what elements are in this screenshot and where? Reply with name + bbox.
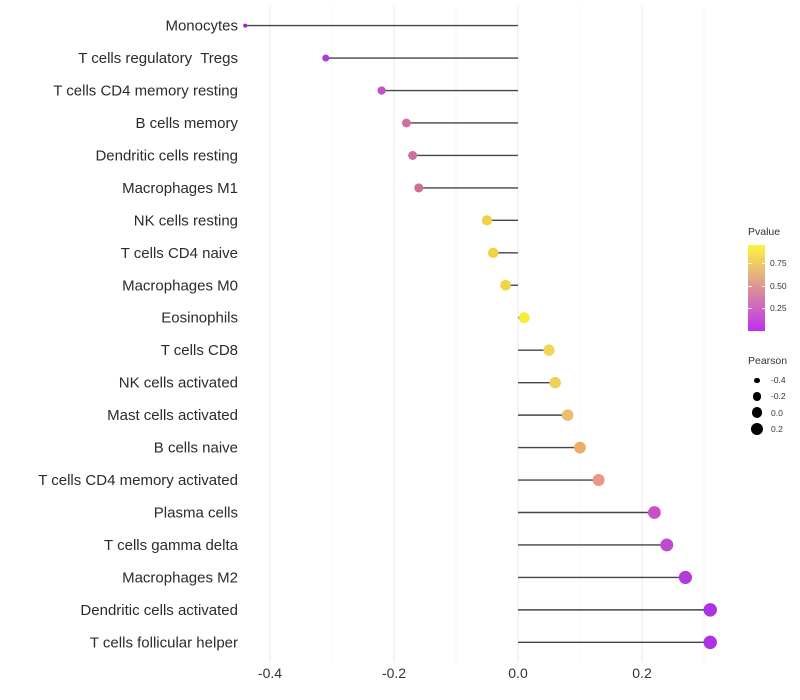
y-axis-label: Dendritic cells resting xyxy=(95,147,238,164)
pearson-dot-cell xyxy=(748,407,766,419)
lollipop-dot xyxy=(678,570,692,585)
y-axis-label: T cells regulatory Tregs xyxy=(78,50,238,67)
y-axis-label: B cells naive xyxy=(154,440,238,457)
lollipop-dot xyxy=(549,376,561,389)
y-axis-label: Monocytes xyxy=(165,18,238,35)
pvalue-tick-label: 0.75 xyxy=(770,258,787,269)
lollipop-dot xyxy=(408,150,418,160)
pearson-size-dot xyxy=(750,422,764,436)
x-axis-tick-label: -0.2 xyxy=(382,665,406,681)
y-axis-label: NK cells resting xyxy=(134,212,238,229)
pvalue-tick-mark xyxy=(748,263,752,265)
pvalue-gradient-bar xyxy=(748,245,765,331)
pearson-legend-title: Pearson xyxy=(748,355,788,367)
pvalue-tick-mark xyxy=(761,308,765,310)
pearson-legend-entry: 0.2 xyxy=(748,421,800,437)
lollipop-dot xyxy=(660,538,674,552)
pearson-legend-entry: -0.4 xyxy=(748,372,800,388)
pearson-size-label: -0.2 xyxy=(771,391,786,402)
lollipop-dot xyxy=(322,54,330,62)
y-axis-label: Macrophages M0 xyxy=(122,277,238,294)
lollipop-dot xyxy=(401,118,411,128)
pearson-size-legend: -0.4 -0.2 0.0 0.2 xyxy=(748,372,800,437)
lollipop-dot xyxy=(543,344,555,356)
y-axis-label: T cells CD8 xyxy=(161,342,238,359)
lollipop-dot xyxy=(574,441,586,454)
lollipop-dot xyxy=(561,409,574,421)
lollipop-dot xyxy=(648,506,661,519)
y-axis-label: T cells gamma delta xyxy=(104,537,239,554)
lollipop-dot xyxy=(518,312,530,324)
pvalue-tick-mark xyxy=(761,285,765,287)
y-axis-label: T cells follicular helper xyxy=(90,634,238,651)
y-axis-label: Macrophages M2 xyxy=(122,569,238,586)
pearson-dot-cell xyxy=(748,392,766,401)
pearson-size-dot xyxy=(754,377,760,383)
y-axis-label: Plasma cells xyxy=(154,505,238,522)
pvalue-gradient: 0.75 0.50 0.25 xyxy=(748,245,787,331)
y-axis-label: Mast cells activated xyxy=(107,407,238,424)
pvalue-tick-mark xyxy=(748,285,752,287)
pvalue-tick-label: 0.25 xyxy=(770,303,787,314)
legend-panel: Pvalue 0.75 0.50 0.25 Pearson -0.4 -0.2 0.0 0… xyxy=(748,226,800,437)
pearson-size-label: 0.2 xyxy=(771,424,783,435)
lollipop-dot xyxy=(487,247,499,259)
pearson-size-dot xyxy=(751,407,763,419)
lollipop-dot xyxy=(592,474,605,487)
pearson-size-label: -0.4 xyxy=(771,375,786,386)
pvalue-tick-label: 0.50 xyxy=(770,280,787,291)
y-axis-label: T cells CD4 memory activated xyxy=(38,472,238,489)
pearson-size-dot xyxy=(752,392,762,401)
pearson-dot-cell xyxy=(748,377,766,383)
lollipop-dot xyxy=(703,603,717,617)
lollipop-dot xyxy=(500,279,511,291)
pearson-size-label: 0.0 xyxy=(771,407,783,418)
pearson-dot-cell xyxy=(748,422,766,436)
x-axis-tick-label: -0.4 xyxy=(258,665,282,681)
lollipop-dot xyxy=(703,635,717,650)
y-axis-label: NK cells activated xyxy=(119,375,238,392)
y-axis-label: Dendritic cells activated xyxy=(80,602,238,619)
y-axis-label: Eosinophils xyxy=(161,310,238,327)
y-axis-label: T cells CD4 memory resting xyxy=(53,83,238,100)
pvalue-legend-title: Pvalue xyxy=(748,226,781,238)
y-axis-label: T cells CD4 naive xyxy=(121,245,238,262)
lollipop-dot xyxy=(414,183,424,193)
lollipop-dot xyxy=(481,215,493,226)
pearson-legend-entry: 0.0 xyxy=(748,405,800,421)
pvalue-tick-mark xyxy=(761,263,765,265)
lollipop-dot xyxy=(377,86,386,95)
pearson-legend-entry: -0.2 xyxy=(748,388,800,404)
lollipop-dot xyxy=(243,23,248,28)
pvalue-tick-mark xyxy=(748,308,752,310)
y-axis-label: B cells memory xyxy=(135,115,238,132)
x-axis-tick-label: 0.0 xyxy=(508,665,528,681)
x-axis-tick-label: 0.2 xyxy=(632,665,652,681)
y-axis-label: Macrophages M1 xyxy=(122,180,238,197)
